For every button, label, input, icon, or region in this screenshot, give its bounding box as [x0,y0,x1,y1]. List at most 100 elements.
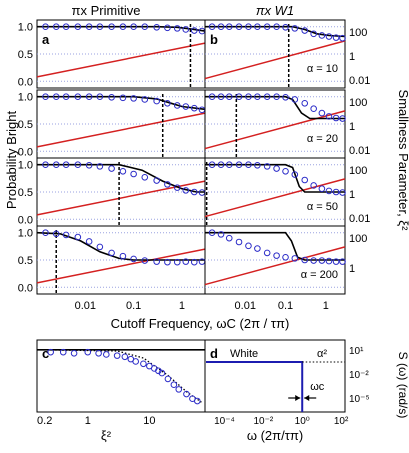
data-point-b-1-9 [291,96,299,103]
data-point-a-3-3 [74,233,82,241]
panel-letter-c: c [42,346,49,361]
right-tick-label-2-0: 100 [349,165,367,177]
data-point-a-2-7 [119,167,127,175]
right-axis-label: Smallness Parameter, ξ² [396,90,409,232]
panel-c-point-16 [170,381,178,389]
data-point-b-1-1 [217,93,225,101]
data-point-a-1-3 [74,93,82,101]
panel-d-ylabel: S (ω) (rad/s) [396,352,409,419]
x-tick-label-a-0: 0.01 [75,300,96,312]
data-point-b-2-14 [332,188,340,196]
data-point-b-0-15 [339,34,346,42]
data-point-b-2-5 [254,161,261,169]
data-point-b-1-10 [301,99,309,107]
data-point-b-3-15 [339,258,346,265]
y-tick-label-3-2: 1.0 [18,228,33,240]
alpha-label-0: α = 10 [307,63,338,75]
fit-curve-a-3 [36,231,205,261]
data-point-a-1-0 [42,93,49,101]
panel-c-dotted-curve [44,349,202,403]
panel-d-y-tick-0: 10¹ [349,346,364,357]
data-point-b-0-8 [282,23,289,31]
data-point-a-3-4 [85,238,93,245]
data-point-a-1-14 [190,104,198,112]
data-point-a-2-8 [130,170,137,178]
data-point-b-0-9 [291,25,299,32]
panel-c-point-2 [70,350,78,357]
panel-c-point-15 [164,375,172,383]
panel-d-cutoff-label: ωc [310,381,325,393]
data-point-b-1-13 [325,113,333,120]
data-point-b-0-2 [225,23,233,31]
panel-c-x-tick-1: 1 [85,415,91,427]
data-point-a-3-13 [182,258,190,265]
data-point-b-2-6 [263,163,271,170]
data-point-a-1-2 [62,93,70,101]
y-tick-label-0-2: 1.0 [18,22,33,34]
panel-c-point-0 [47,348,54,356]
fit-curve-a-2 [37,163,205,193]
data-point-a-0-11 [164,24,171,32]
data-point-a-0-0 [42,23,49,31]
panel-c-point-7 [121,353,129,361]
panel-d-x-tick-2: 10⁰ [295,416,310,427]
data-point-a-3-14 [190,258,198,266]
main-panels: 0.0 0.5 1.0 0.0 0.5 1.0 0.0 0.5 1.0 0.0 0.5 1.0 0.01… [18,19,370,312]
column-title-a: πx Primitive [72,3,141,18]
data-point-b-0-13 [325,33,333,40]
data-point-b-0-14 [332,34,340,41]
data-point-a-2-3 [74,161,82,169]
spectrum-line [206,361,304,412]
data-point-b-3-8 [282,253,289,261]
data-point-b-0-1 [217,23,225,31]
data-point-a-2-13 [182,187,190,194]
data-point-a-1-13 [182,103,190,110]
data-point-b-3-3 [235,238,243,246]
y-tick-label-2-2: 1.0 [18,160,33,172]
data-point-a-0-8 [130,23,137,31]
data-point-a-2-5 [96,163,104,170]
column-title-b: πx W1 [256,3,294,18]
data-point-b-2-3 [235,161,243,169]
data-point-a-1-4 [85,93,93,101]
panel-d-white-label: White [230,348,258,360]
ref-line-a-1 [36,112,206,148]
right-tick-label-3-1: 1 [349,263,355,275]
data-point-a-3-9 [141,257,149,264]
panel-d-x-tick-1: 10⁻² [253,416,273,427]
fit-curve-b-2 [205,163,345,193]
right-tick-label-0-1: 1 [349,51,355,63]
left-axis-label: Probability Bright [4,110,19,209]
panel-c-point-1 [59,348,67,356]
panel-c-xlabel: ξ² [101,428,112,443]
x-tick-label-b-0: 0.01 [235,300,256,312]
data-point-b-3-0 [208,229,216,237]
data-point-a-3-6 [108,249,115,257]
panel-c-point-5 [103,351,110,358]
data-point-a-0-12 [173,25,181,32]
data-point-b-3-6 [263,249,271,257]
data-point-b-1-5 [254,93,261,101]
data-point-a-0-2 [62,23,70,31]
right-tick-label-2-1: 1 [349,189,355,201]
data-point-a-2-10 [153,177,160,184]
data-point-b-2-9 [291,171,299,178]
right-tick-label-1-2: 0.01 [349,145,370,157]
panel-c-point-4 [95,350,102,357]
y-tick-label-0-1: 0.5 [18,49,33,61]
panel-c-point-17 [175,386,183,393]
data-point-a-3-2 [62,231,70,239]
data-point-b-1-0 [208,93,216,101]
data-point-a-1-6 [108,93,115,101]
data-point-a-0-13 [182,26,190,33]
ref-line-b-0 [204,40,346,80]
panel-d-y-tick-1: 10⁻² [349,370,369,381]
data-point-b-1-12 [318,109,326,117]
right-tick-label-1-1: 1 [349,121,355,133]
x-tick-label-a-1: 0.1 [126,300,141,312]
panel-d: White α² ωc 10⁻⁴ 10⁻² 10⁰ 10² 10¹ 10⁻² 10⁻⁵ [204,339,370,427]
data-point-a-3-10 [153,258,160,265]
right-tick-label-0-2: 0.01 [349,75,370,87]
data-point-a-1-5 [96,93,104,101]
data-point-a-2-14 [190,188,198,196]
